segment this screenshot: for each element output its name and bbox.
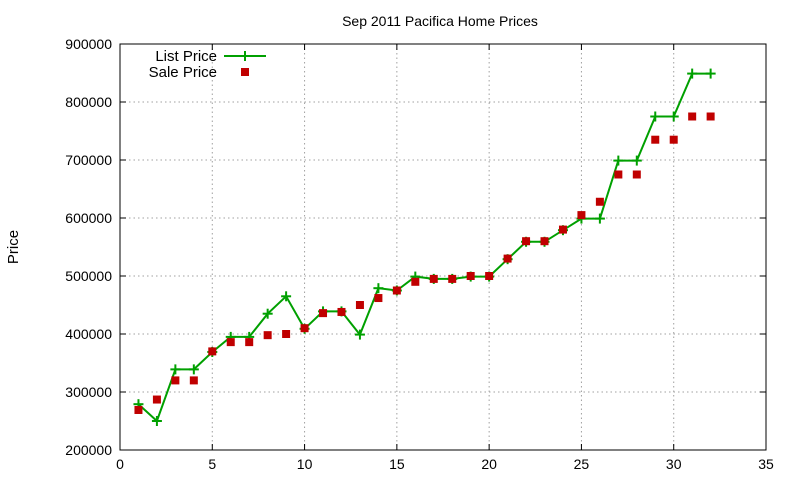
plot-frame [119, 43, 767, 451]
list-price-point [354, 329, 365, 340]
sale-price-point [651, 135, 660, 144]
sale-price-point [134, 405, 143, 414]
sale-price-point [614, 170, 623, 179]
sale-price-point [448, 274, 457, 283]
sale-price-point [392, 286, 401, 295]
grid-lines [120, 44, 766, 450]
y-tick-label: 500000 [65, 268, 112, 284]
list-price-point [594, 213, 605, 224]
x-tick-labels: 0 5 10 15 20 25 30 35 [116, 456, 774, 472]
x-tick-label: 35 [758, 456, 774, 472]
x-tick-label: 15 [389, 456, 405, 472]
sale-price-point [355, 301, 364, 309]
sale-price-point [429, 274, 438, 283]
sale-price-point [632, 170, 641, 179]
sale-price-point [706, 112, 715, 121]
sale-price-point [503, 254, 512, 263]
sale-price-point [558, 225, 567, 234]
sale-price-point [595, 197, 604, 206]
x-tick-label: 5 [208, 456, 216, 472]
list-price-point [650, 111, 661, 122]
y-tick-label: 900000 [65, 36, 112, 52]
sale-price-point [245, 338, 254, 347]
series-list-price [133, 68, 716, 426]
series-sale-price [134, 112, 715, 414]
y-tick-label: 400000 [65, 326, 112, 342]
y-tick-label: 600000 [65, 210, 112, 226]
sale-price-point [226, 338, 235, 347]
list-price-point [151, 416, 162, 426]
sale-price-point [577, 211, 586, 220]
list-price-point [188, 364, 199, 375]
sale-price-point [263, 331, 272, 340]
sale-price-point [688, 112, 697, 121]
legend-marker-sale-price [241, 68, 249, 76]
x-tick-label: 20 [481, 456, 497, 472]
sale-price-point [669, 135, 678, 144]
list-price-point [613, 155, 624, 166]
list-price-point [373, 283, 384, 294]
sale-price-point [171, 376, 180, 385]
list-price-point [668, 111, 679, 122]
list-price-point [170, 364, 181, 375]
sale-price-point [300, 324, 309, 333]
legend: List Price Sale Price [149, 48, 266, 81]
sale-price-point [374, 294, 383, 303]
axis-ticks [119, 43, 767, 451]
sale-price-point [466, 272, 475, 280]
sale-price-point [152, 395, 161, 404]
legend-marker-list-price [240, 51, 250, 61]
x-tick-label: 25 [574, 456, 590, 472]
list-price-line [137, 72, 711, 423]
y-tick-label: 300000 [65, 384, 112, 400]
chart-title: Sep 2011 Pacifica Home Prices [342, 13, 538, 29]
list-price-point [705, 68, 716, 79]
sale-price-point [282, 330, 291, 338]
list-price-point [281, 291, 292, 302]
y-tick-label: 800000 [65, 94, 112, 110]
list-price-point [262, 308, 273, 319]
sale-price-point [208, 347, 217, 356]
sale-price-point [337, 307, 346, 316]
y-tick-label: 700000 [65, 152, 112, 168]
sale-price-point [411, 277, 420, 286]
legend-label-list-price: List Price [155, 48, 217, 65]
sale-price-point [319, 309, 328, 318]
y-axis-label: Price [5, 230, 22, 264]
list-price-point [687, 68, 698, 79]
y-tick-label: 200000 [65, 442, 112, 458]
sale-price-point [522, 237, 531, 246]
x-tick-label: 0 [116, 456, 124, 472]
legend-label-sale-price: Sale Price [149, 64, 217, 81]
x-tick-label: 30 [666, 456, 682, 472]
x-tick-label: 10 [297, 456, 313, 472]
sale-price-point [189, 376, 198, 385]
sale-price-point [485, 272, 494, 280]
list-price-point [631, 155, 642, 166]
y-tick-labels: 200000 300000 400000 500000 600000 700000 8000… [65, 36, 112, 458]
sale-price-point [540, 237, 549, 246]
